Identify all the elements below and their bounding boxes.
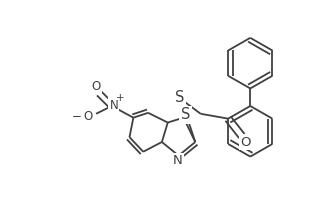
Text: S: S [181, 107, 190, 122]
Text: O: O [91, 80, 101, 93]
Text: S: S [175, 90, 185, 105]
Text: O: O [241, 135, 251, 149]
Text: S: S [175, 90, 185, 105]
Text: −: − [72, 110, 81, 123]
Text: O: O [84, 110, 93, 123]
Text: +: + [116, 93, 125, 103]
Text: N: N [173, 154, 183, 167]
Text: N: N [109, 99, 118, 111]
